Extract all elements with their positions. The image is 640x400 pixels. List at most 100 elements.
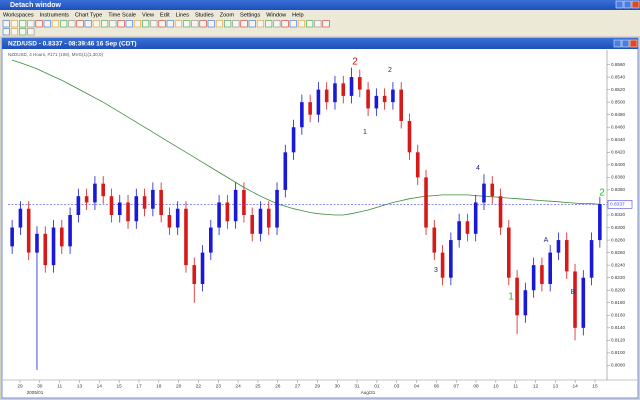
candle-body [523,290,528,316]
toolbar-button[interactable] [207,20,215,28]
current-price-label: 0.8337 [610,202,625,208]
toolbar-button[interactable] [92,20,100,28]
toolbar-button[interactable] [166,20,174,28]
toolbar-button[interactable] [133,20,141,28]
toolbar-button[interactable] [43,20,51,28]
menu-item[interactable]: Studies [195,12,214,18]
candle-body [151,189,155,209]
toolbar-button[interactable] [142,20,150,28]
toolbar-button[interactable] [191,20,199,28]
x-period-label: Aug/31 [361,390,376,395]
y-tick-label: 0.8140 [611,325,625,330]
x-tick-label: 03 [394,383,400,389]
toolbar-button[interactable] [199,20,207,28]
candle-body [26,208,31,253]
menu-item[interactable]: Chart Type [75,12,102,18]
x-tick-label: 20 [176,383,182,389]
x-tick-label: 13 [553,383,559,389]
toolbar-button[interactable] [10,20,18,28]
x-tick-label: 11 [57,383,62,389]
maximize-button[interactable] [623,0,632,9]
candle-body [399,89,403,121]
toolbar-button[interactable] [273,20,281,28]
toolbar-button[interactable] [60,20,68,28]
candle-body [233,189,238,222]
menu-item[interactable]: Settings [240,12,260,18]
wave-label: 2 [599,188,605,199]
candle-body [498,196,503,228]
minimize-button[interactable] [615,0,624,9]
x-tick-label: 10 [493,383,499,389]
candle-body [35,233,39,253]
menu-item[interactable]: Lines [176,12,190,18]
toolbar-button[interactable] [27,20,35,28]
candle-body [465,221,470,234]
candle-body [200,252,205,284]
candle-body [275,189,279,228]
toolbar-button[interactable] [19,28,27,36]
menu-item[interactable]: Help [292,12,304,18]
candle-body [515,277,519,316]
menu-item[interactable]: Zoom [220,12,235,18]
candle-body [548,252,552,284]
toolbar-button[interactable] [248,20,256,28]
toolbar-button[interactable] [183,20,191,28]
menu-item[interactable]: Instruments [40,12,69,18]
menu-item[interactable]: Window [266,12,287,18]
toolbar-button[interactable] [232,20,240,28]
toolbar-button[interactable] [174,20,182,28]
x-tick-label: 30 [335,383,341,389]
candle-body [540,265,544,284]
toolbar-button[interactable] [125,20,133,28]
toolbar-button[interactable] [150,20,158,28]
toolbar-button[interactable] [27,28,35,36]
menu-item[interactable]: Workspaces [3,12,34,18]
y-tick-label: 0.8420 [611,150,625,155]
toolbar-button[interactable] [224,20,232,28]
menu-item[interactable]: Time Scale [108,12,136,18]
close-button[interactable] [631,0,640,9]
candle-body [51,227,56,266]
toolbar-button[interactable] [109,20,117,28]
toolbar-button[interactable] [240,20,248,28]
toolbar-button[interactable] [84,20,92,28]
chart-subtitle: NZDUSD, 4 Hours, #171 (108), MVG(1)(1,30… [8,52,104,57]
toolbar-button[interactable] [76,20,84,28]
toolbar-button[interactable] [35,20,43,28]
toolbar-button[interactable] [289,20,297,28]
chart-max-button[interactable] [621,39,630,48]
toolbar-button[interactable] [117,20,125,28]
candle-body [76,196,81,215]
candle-body [531,265,536,291]
toolbar-button[interactable] [2,20,10,28]
chart-close-button[interactable] [629,39,638,48]
menu-item[interactable]: Edit [160,12,170,18]
chart-min-button[interactable] [613,39,622,48]
toolbar-button[interactable] [314,20,322,28]
toolbar-button[interactable] [2,28,10,36]
wave-label: 2 [388,67,392,74]
toolbar-button[interactable] [215,20,223,28]
toolbar-button[interactable] [256,20,265,28]
candle-body [581,277,586,328]
toolbar-button[interactable] [265,20,273,28]
menu-item[interactable]: View [142,12,155,18]
candle-body [242,189,246,215]
toolbar-button[interactable] [10,28,18,36]
candle-body [507,227,511,278]
toolbar-button[interactable] [68,20,76,28]
toolbar-button[interactable] [158,20,166,28]
toolbar-button[interactable] [281,20,289,28]
x-tick-label: 15 [592,383,598,389]
toolbar-button[interactable] [101,20,109,28]
candle-body [333,83,337,103]
toolbar-button[interactable] [19,20,27,28]
candle-body [432,227,437,253]
toolbar-button[interactable] [322,20,330,28]
toolbar-button[interactable] [306,20,314,28]
toolbar-button[interactable] [297,20,306,28]
wave-label: 1 [363,129,367,136]
wave-label: B [571,289,576,296]
candle-body [225,202,230,222]
toolbar-button[interactable] [51,20,60,28]
